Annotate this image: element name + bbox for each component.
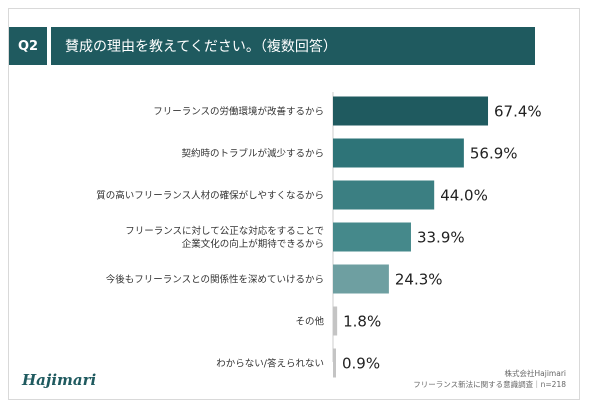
category-label: フリーランスに対して公正な対応をすることで企業文化の向上が期待できるから [125,225,324,250]
category-label: その他 [295,316,324,328]
category-label: わからない/答えられない [216,358,324,370]
category-label: 契約時のトラブルが減少するから [181,148,324,160]
bar [333,264,389,294]
bar [333,348,336,378]
category-label: フリーランスの労働環境が改善するから [153,106,324,118]
bar [333,96,489,126]
source-note: 株式会社Hajimari フリーランス新法に関する意識調査｜n=218 [413,368,566,390]
source-survey: フリーランス新法に関する意識調査｜n=218 [413,380,566,389]
source-company: 株式会社Hajimari [504,369,566,378]
chart-frame [8,8,580,400]
value-label: 0.9% [342,355,380,373]
value-label: 56.9% [470,145,518,163]
bar [333,222,411,252]
value-label: 1.8% [343,313,381,331]
value-label: 67.4% [494,103,542,121]
question-badge: Q2 [9,27,47,65]
category-label: 質の高いフリーランス人材の確保がしやすくなるから [96,190,324,202]
bar [333,180,435,210]
bar [333,306,338,336]
category-label: 今後もフリーランスとの関係性を深めていけるから [106,274,324,286]
brand-logo: Hajimari [22,371,97,389]
bar [333,138,464,168]
value-label: 33.9% [417,229,465,247]
value-label: 24.3% [395,271,443,289]
value-label: 44.0% [440,187,488,205]
question-title: 賛成の理由を教えてください。（複数回答） [51,27,535,65]
